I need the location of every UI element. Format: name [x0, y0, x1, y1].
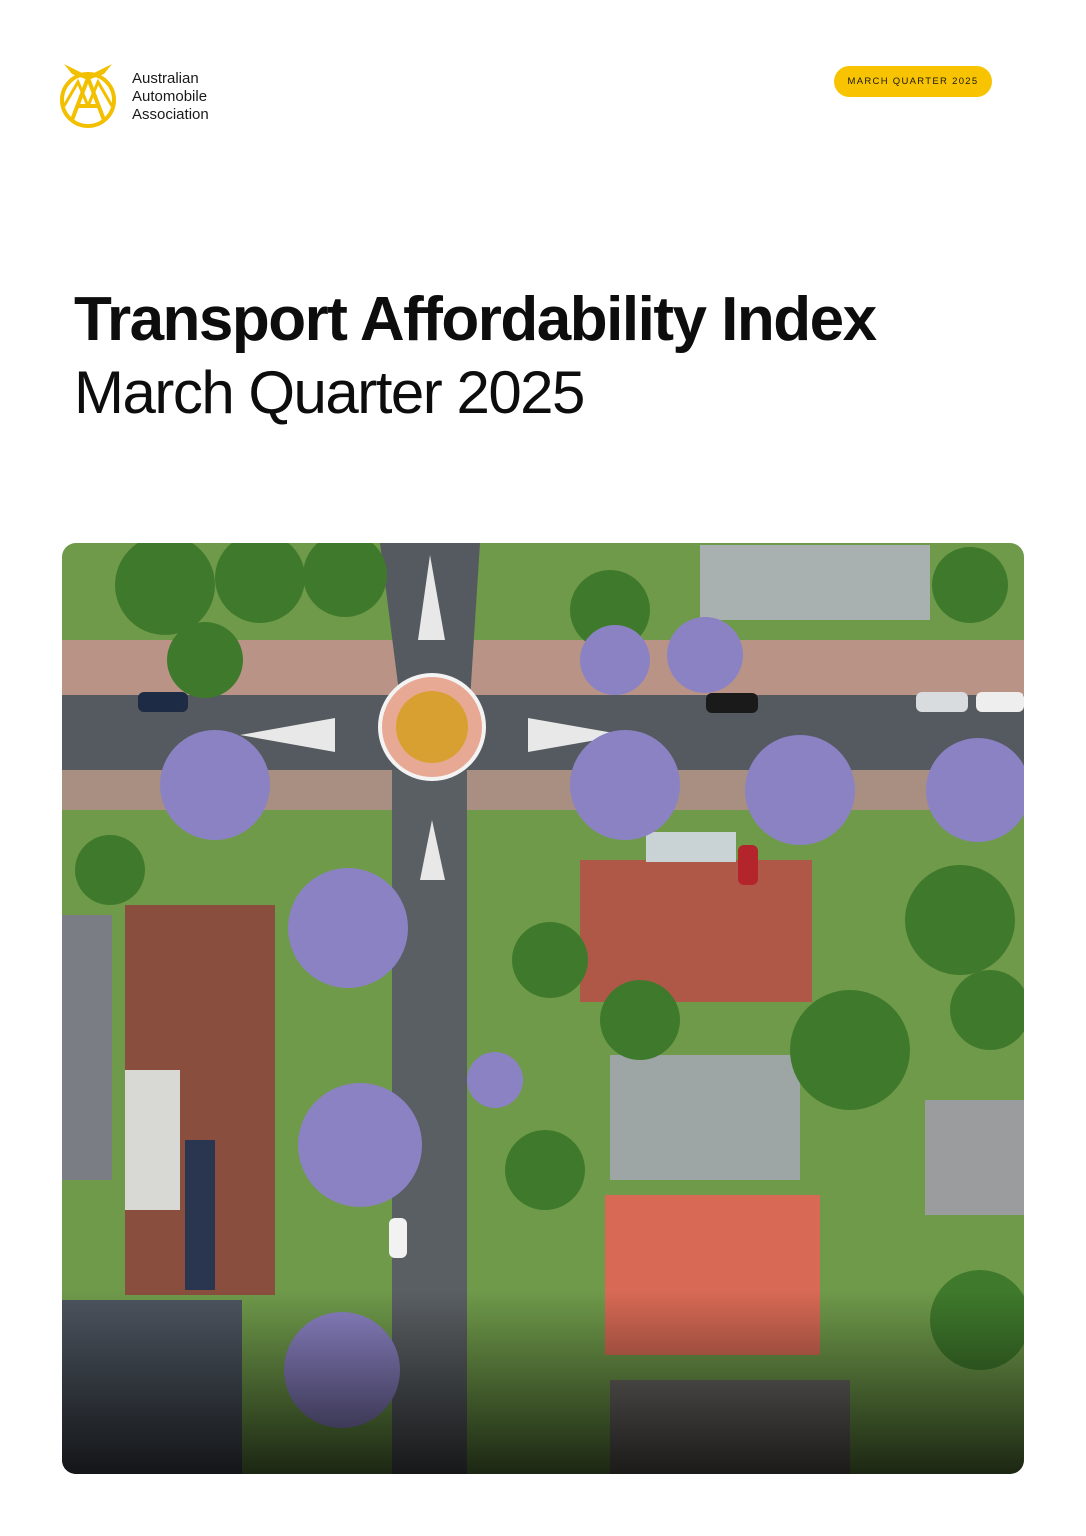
tree — [298, 1083, 422, 1207]
tree — [600, 980, 680, 1060]
tree — [667, 617, 743, 693]
roundabout-garden — [396, 691, 468, 763]
tree — [926, 738, 1024, 842]
tree — [167, 622, 243, 698]
tree — [215, 543, 305, 623]
car — [976, 692, 1024, 712]
roof — [580, 860, 812, 1002]
roof — [700, 545, 930, 620]
tree — [580, 625, 650, 695]
logo-line: Automobile — [132, 88, 208, 105]
tree — [160, 730, 270, 840]
tree — [932, 547, 1008, 623]
tree — [75, 835, 145, 905]
traffic-island — [420, 820, 445, 880]
title: Transport Affordability Index — [74, 285, 877, 354]
green-trees — [75, 543, 1024, 1370]
photo-shade — [62, 1290, 1024, 1474]
logo-mark — [60, 64, 116, 128]
roof — [610, 1055, 800, 1180]
car — [706, 693, 758, 713]
roof — [62, 915, 112, 1180]
tree — [467, 1052, 523, 1108]
tree — [790, 990, 910, 1110]
logo-text: Australian Automobile Association — [132, 70, 209, 124]
tree — [512, 922, 588, 998]
tree — [115, 543, 215, 635]
roof — [125, 1070, 180, 1210]
traffic-island — [418, 555, 445, 640]
car — [916, 692, 968, 712]
tree — [570, 730, 680, 840]
traffic-island — [528, 718, 625, 752]
traffic-island — [240, 718, 335, 752]
roof — [925, 1100, 1024, 1215]
logo-line: Australian — [132, 70, 199, 87]
tree — [905, 865, 1015, 975]
car — [738, 845, 758, 885]
tree — [303, 543, 387, 617]
logo-a-pair — [62, 78, 114, 107]
photo-scene — [62, 543, 1024, 1474]
car — [389, 1218, 407, 1258]
tree — [950, 970, 1024, 1050]
quarter-badge: MARCH QUARTER 2025 — [834, 66, 992, 97]
subtitle: March Quarter 2025 — [74, 359, 585, 426]
tree — [745, 735, 855, 845]
solar-panels — [185, 1140, 215, 1290]
tree — [288, 868, 408, 988]
tree — [505, 1130, 585, 1210]
logo-line: Association — [132, 106, 209, 123]
carport — [646, 832, 736, 862]
car — [138, 692, 188, 712]
